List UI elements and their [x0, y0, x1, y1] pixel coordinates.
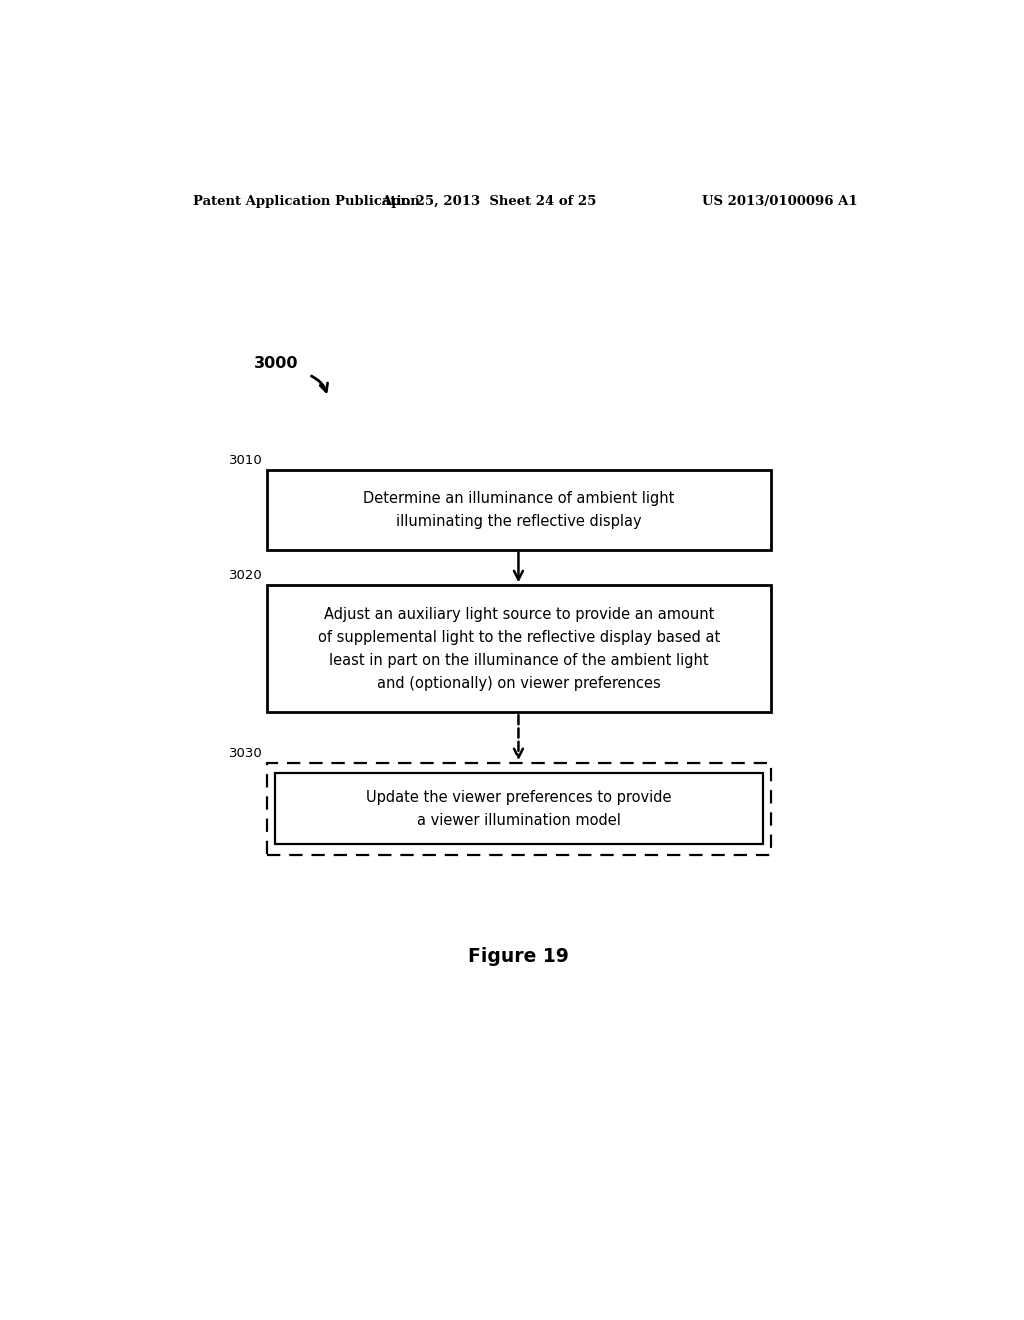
Bar [267, 585, 771, 713]
Text: Adjust an auxiliary light source to provide an amount
of supplemental light to t: Adjust an auxiliary light source to prov… [317, 607, 720, 690]
Text: Determine an illuminance of ambient light
illuminating the reflective display: Determine an illuminance of ambient ligh… [364, 491, 675, 529]
Text: 3030: 3030 [229, 747, 263, 760]
Bar [267, 470, 771, 549]
Text: 3020: 3020 [229, 569, 263, 582]
Text: 3000: 3000 [253, 356, 298, 371]
Text: Figure 19: Figure 19 [468, 946, 569, 966]
FancyArrowPatch shape [311, 376, 328, 392]
Text: 3010: 3010 [229, 454, 263, 467]
Text: Apr. 25, 2013  Sheet 24 of 25: Apr. 25, 2013 Sheet 24 of 25 [381, 194, 597, 207]
Bar [267, 763, 771, 854]
Bar [274, 774, 763, 845]
Text: US 2013/0100096 A1: US 2013/0100096 A1 [702, 194, 858, 207]
Text: Update the viewer preferences to provide
a viewer illumination model: Update the viewer preferences to provide… [367, 789, 672, 828]
Text: Patent Application Publication: Patent Application Publication [194, 194, 420, 207]
